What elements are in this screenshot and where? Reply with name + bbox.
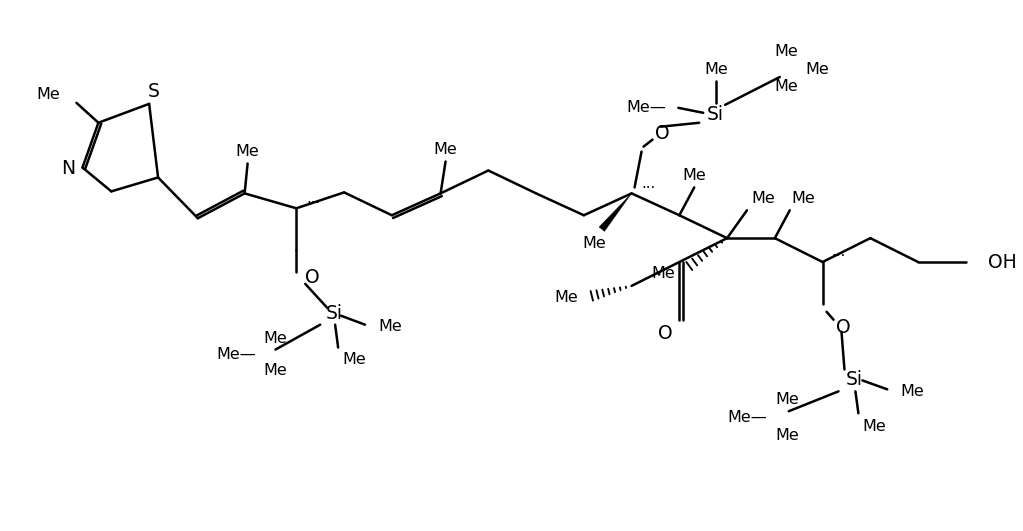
Text: Me: Me [652, 267, 675, 281]
Polygon shape [599, 193, 631, 232]
Text: O: O [305, 269, 319, 287]
Text: Me: Me [704, 62, 728, 76]
Text: Me: Me [774, 392, 799, 407]
Text: Me: Me [806, 62, 830, 76]
Text: ···: ··· [641, 181, 656, 196]
Text: Si: Si [846, 370, 863, 389]
Text: Me: Me [342, 352, 366, 367]
Text: S: S [148, 82, 160, 101]
Text: Si: Si [707, 105, 723, 124]
Text: Me: Me [774, 44, 798, 58]
Text: OH: OH [988, 253, 1017, 271]
Text: Me: Me [377, 319, 402, 334]
Text: Me: Me [792, 191, 815, 206]
Text: Me: Me [900, 384, 924, 399]
Text: Me: Me [554, 290, 578, 305]
Text: Me—: Me— [217, 347, 257, 362]
Text: Me: Me [774, 427, 799, 443]
Text: ···: ··· [306, 196, 320, 211]
Text: Me: Me [235, 144, 260, 159]
Text: O: O [655, 124, 670, 143]
Text: O: O [658, 324, 673, 343]
Text: Me—: Me— [627, 100, 666, 115]
Text: Me: Me [682, 168, 706, 183]
Text: Si: Si [325, 304, 343, 323]
Text: ···: ··· [832, 249, 846, 263]
Text: Me: Me [434, 142, 457, 157]
Text: N: N [61, 159, 76, 178]
Text: Me: Me [37, 88, 60, 102]
Text: Me: Me [774, 80, 798, 95]
Text: Me: Me [751, 191, 774, 206]
Text: Me: Me [264, 363, 287, 378]
Text: Me: Me [862, 418, 886, 434]
Text: Me—: Me— [727, 410, 767, 425]
Text: Me: Me [264, 331, 287, 346]
Text: O: O [836, 318, 851, 337]
Text: Me: Me [582, 236, 606, 251]
